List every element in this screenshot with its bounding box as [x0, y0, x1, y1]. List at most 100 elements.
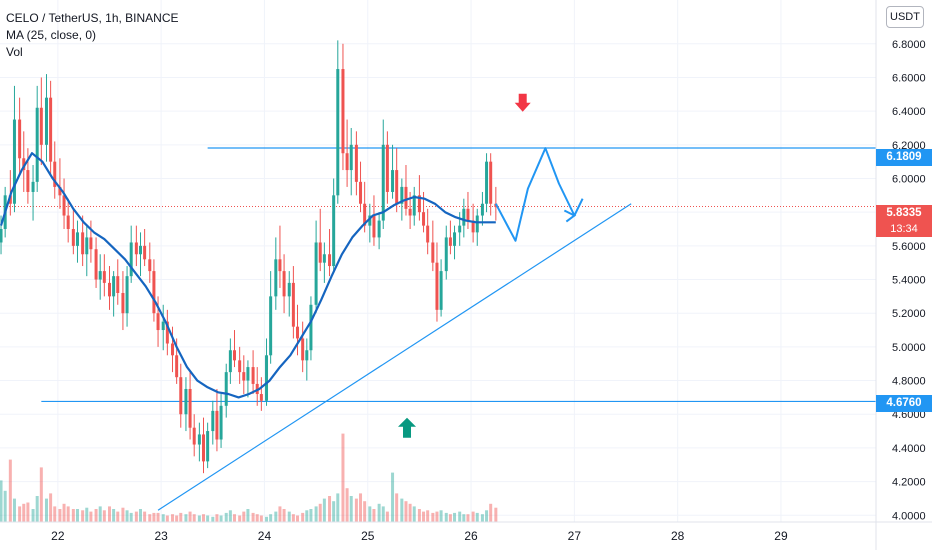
grid-lines [0, 0, 876, 522]
candle-body [81, 232, 85, 255]
candle-body [336, 69, 340, 196]
volume-bar [121, 507, 125, 522]
volume-bar [475, 512, 479, 522]
date-tick-label: 23 [154, 529, 168, 543]
volume-bar [129, 512, 133, 522]
volume-bar [251, 512, 255, 522]
volume-bar [148, 514, 152, 522]
volume-bar [22, 503, 26, 522]
candle-body [265, 355, 269, 401]
candle-body [458, 225, 462, 233]
ascending-trendline [157, 203, 632, 511]
date-tick-label: 26 [464, 529, 478, 543]
candle-body [75, 232, 79, 246]
volume-bar [98, 506, 102, 522]
volume-bar [462, 514, 466, 522]
candle-body [121, 292, 125, 314]
volume-bar [322, 498, 326, 522]
candle-body [242, 372, 246, 381]
volume-bar [435, 511, 439, 522]
candle-body [102, 271, 106, 283]
candle-body [8, 195, 12, 204]
candle-body [125, 276, 129, 314]
date-tick-label: 29 [774, 529, 788, 543]
candle-body [309, 304, 313, 351]
volume-bar [345, 488, 349, 522]
candle-body [18, 119, 22, 159]
candle-body [129, 242, 133, 277]
candle-body [58, 186, 62, 196]
candle-body [219, 405, 223, 440]
volume-bar [202, 514, 206, 522]
candle-body [341, 69, 345, 154]
volume-bar [377, 503, 381, 522]
moving-average-group [0, 152, 496, 399]
volume-bar [458, 511, 462, 522]
candle-body [359, 181, 363, 204]
currency-badge[interactable]: USDT [886, 6, 924, 28]
volume-bar [287, 511, 291, 522]
candle-body [400, 186, 404, 204]
candle-body [412, 195, 416, 216]
candle-body [318, 242, 322, 263]
volume-bar [3, 490, 7, 522]
trendline-group [157, 203, 632, 511]
candle-body [112, 276, 116, 297]
volume-bar [269, 514, 273, 522]
volume-indicator-label[interactable]: Vol [6, 45, 23, 59]
price-tick-label: 4.8000 [892, 376, 926, 388]
candle-body [282, 271, 286, 297]
volume-bar [368, 506, 372, 522]
volume-bar [354, 498, 358, 522]
projection-group [494, 147, 584, 242]
volume-bar [44, 498, 48, 522]
candlesticks [0, 40, 498, 474]
volume-bar [453, 512, 457, 522]
candle-body [381, 144, 385, 221]
candle-body [395, 170, 399, 204]
volume-bar [318, 503, 322, 522]
volume-bar [439, 510, 443, 522]
ma-indicator-label[interactable]: MA (25, close, 0) [6, 28, 97, 42]
volume-bar [66, 506, 70, 522]
volume-bar [138, 509, 142, 522]
volume-bar [161, 514, 165, 522]
price-tick-label: 5.2000 [892, 308, 926, 320]
candle-body [161, 321, 165, 331]
price-tick-label: 4.6000 [892, 409, 926, 421]
candle-body [62, 195, 66, 216]
volume-bar [143, 511, 147, 522]
volume-bar [471, 511, 475, 522]
volume-bar [489, 503, 493, 522]
volume-bar [246, 509, 250, 522]
candle-body [291, 282, 295, 327]
volume-bar [81, 510, 85, 522]
volume-bar [301, 512, 305, 522]
volume-bar [62, 503, 66, 522]
price-tick-label: 4.2000 [892, 477, 926, 489]
candle-body [368, 215, 372, 226]
candle-body [39, 107, 43, 145]
candle-body [22, 158, 26, 171]
candle-body [385, 144, 389, 192]
volume-bar [206, 515, 210, 522]
candle-body [224, 372, 228, 406]
date-tick-label: 28 [671, 529, 685, 543]
volume-bar [192, 514, 196, 522]
volume-bar [71, 509, 75, 522]
candle-body [66, 215, 70, 230]
candle-body [134, 242, 138, 255]
candle-body [49, 97, 53, 162]
candle-body [156, 313, 160, 331]
volume-bar [485, 510, 489, 522]
candle-body [439, 271, 443, 310]
volume-bar [238, 515, 242, 522]
candle-body [44, 97, 48, 145]
price-tick-label: 5.6000 [892, 241, 926, 253]
candle-body [238, 360, 242, 373]
symbol-title[interactable]: CELO / TetherUS, 1h, BINANCE [6, 11, 179, 25]
candle-body [278, 259, 282, 272]
volume-bar [31, 509, 35, 522]
projection-path [494, 147, 584, 242]
